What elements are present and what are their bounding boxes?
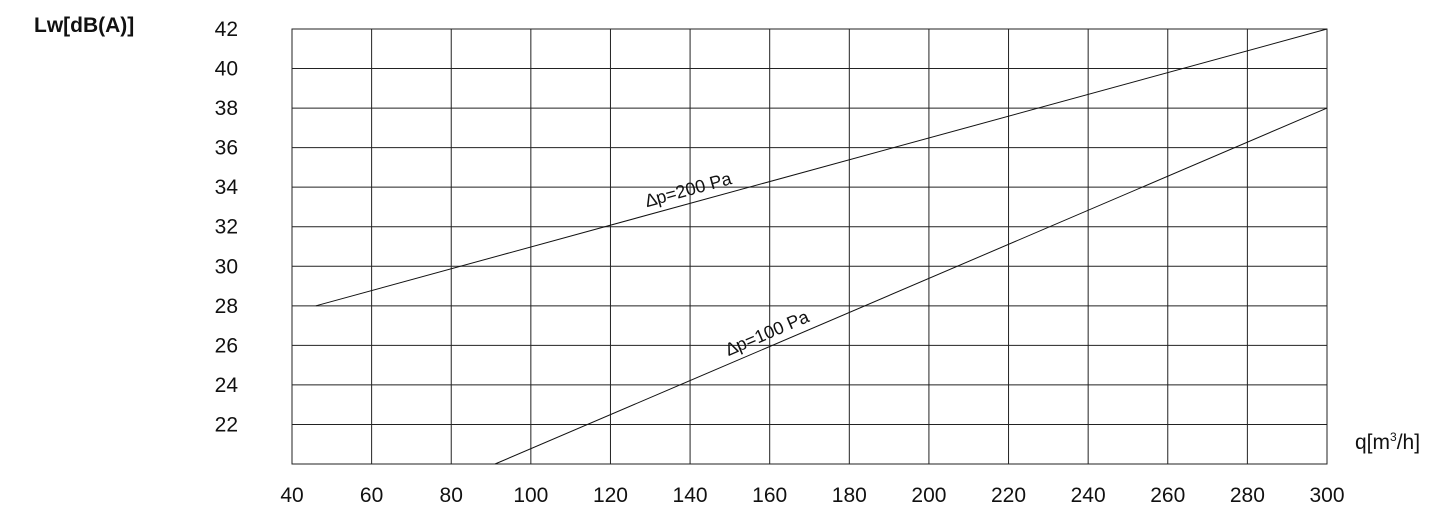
y-tick-label: 26 [215,334,238,357]
y-tick-label: 42 [215,18,238,41]
x-axis-label-suffix: /h] [1396,431,1421,454]
x-tick-label: 140 [673,484,708,507]
y-tick-label: 40 [215,58,238,81]
y-tick-label: 38 [215,97,238,120]
y-tick-label: 34 [215,176,239,199]
y-tick-label: 28 [215,295,238,318]
x-tick-label: 260 [1150,484,1185,507]
plot-frame [291,28,1328,465]
x-tick-label: 120 [593,484,628,507]
x-tick-label: 300 [1309,484,1344,507]
x-tick-label: 240 [1071,484,1106,507]
series-label: ∆p=100 Pa [723,306,813,360]
x-tick-label: 220 [991,484,1026,507]
series-line [315,28,1328,307]
x-tick-label: 180 [832,484,867,507]
y-tick-label: 36 [215,137,238,160]
x-tick-labels: 40 60 80 100 120 140 160 180 200 220 240 260 280 300 [280,484,1344,507]
x-axis-label-prefix: q[m [1355,431,1391,454]
y-tick-label: 32 [215,216,238,239]
x-tick-label: 160 [752,484,787,507]
series-label: ∆p=200 Pa [643,168,735,211]
x-tick-label: 60 [360,484,383,507]
x-tick-label: 80 [440,484,463,507]
y-axis-label: Lw[dB(A)] [34,14,135,37]
grid [291,28,1328,465]
series-lines [315,28,1328,465]
x-tick-label: 200 [911,484,946,507]
series-line [494,107,1328,465]
x-tick-label: 40 [280,484,303,507]
x-tick-label: 100 [513,484,548,507]
x-axis-label: q[m3/h] [1355,430,1420,455]
y-tick-labels: 22 24 26 28 30 32 34 36 38 40 42 [215,18,239,436]
y-tick-label: 30 [215,255,238,278]
x-axis-label-superscript: 3 [1390,430,1397,444]
x-tick-label: 280 [1230,484,1265,507]
y-tick-label: 24 [215,374,239,397]
series-labels: ∆p=200 Pa ∆p=100 Pa [643,168,813,360]
y-tick-label: 22 [215,413,238,436]
